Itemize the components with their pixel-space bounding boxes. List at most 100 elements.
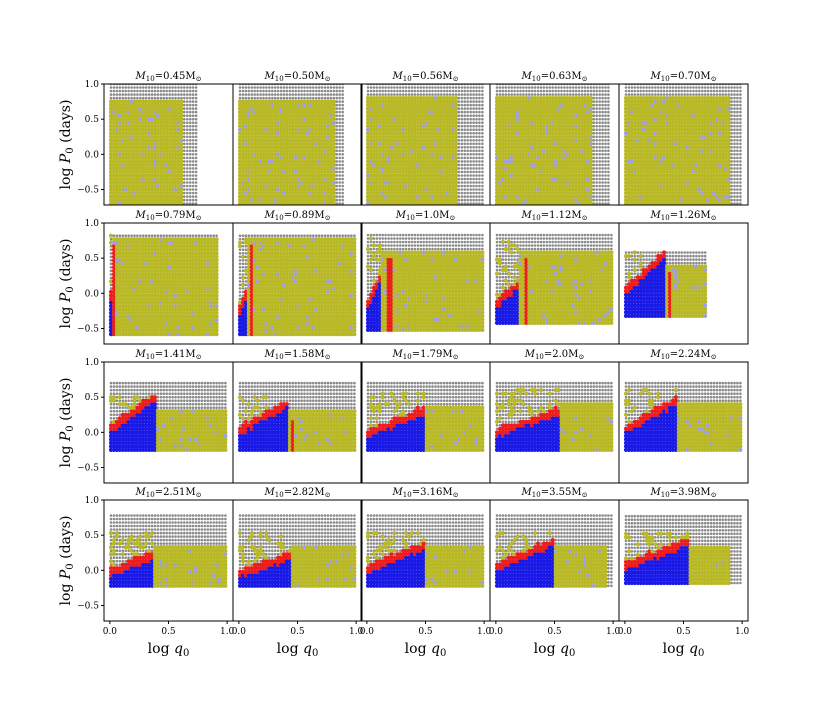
model-point	[296, 106, 301, 111]
model-point	[533, 86, 537, 89]
model-point	[412, 176, 417, 182]
model-point	[409, 131, 415, 136]
model-point	[422, 93, 426, 96]
model-point	[176, 190, 181, 196]
model-point	[565, 127, 570, 132]
model-point	[188, 163, 192, 167]
model-point	[311, 99, 316, 104]
model-point	[418, 120, 423, 125]
model-point	[415, 162, 420, 167]
model-point	[264, 145, 269, 150]
model-point	[252, 138, 257, 143]
model-point	[194, 110, 198, 114]
model-point	[553, 138, 558, 143]
model-point	[430, 113, 435, 118]
model-point	[574, 141, 579, 146]
model-point	[547, 117, 552, 122]
model-point	[176, 99, 181, 104]
model-point	[158, 138, 163, 143]
model-point	[111, 152, 117, 157]
model-point	[392, 155, 397, 160]
model-point	[311, 194, 316, 199]
model-point	[294, 93, 298, 96]
model-point	[141, 169, 146, 174]
model-point	[173, 110, 178, 115]
model-point	[132, 138, 137, 143]
model-point	[588, 110, 594, 115]
model-point	[167, 183, 172, 189]
model-point	[117, 145, 122, 150]
model-point	[252, 180, 257, 185]
model-point	[132, 176, 137, 182]
model-point	[524, 103, 529, 108]
model-point	[123, 124, 128, 129]
model-point	[443, 89, 446, 93]
model-point	[515, 162, 520, 167]
model-point	[167, 113, 172, 118]
model-point	[186, 86, 189, 89]
model-point	[453, 106, 459, 111]
model-point	[512, 120, 517, 125]
model-point	[314, 148, 319, 153]
model-point	[497, 141, 503, 146]
model-point	[383, 106, 388, 111]
model-point	[568, 134, 573, 139]
model-point	[521, 190, 526, 196]
model-point	[509, 113, 514, 118]
model-point	[335, 177, 339, 181]
model-point	[547, 120, 552, 125]
model-point	[553, 134, 558, 139]
model-point	[592, 86, 596, 89]
model-point	[386, 187, 391, 192]
model-point	[410, 86, 414, 89]
model-point	[580, 166, 585, 171]
model-point	[418, 162, 423, 167]
model-point	[401, 152, 406, 157]
model-point	[267, 173, 272, 178]
model-point	[377, 141, 382, 146]
model-point	[147, 159, 152, 164]
model-point	[398, 148, 403, 153]
model-point	[445, 176, 450, 182]
model-point	[338, 177, 342, 181]
model-point	[341, 188, 345, 191]
model-point	[276, 124, 281, 129]
model-point	[413, 86, 417, 89]
model-point	[544, 183, 550, 189]
model-point	[453, 96, 459, 101]
model-point	[314, 99, 319, 104]
model-point	[439, 120, 444, 125]
model-point	[252, 117, 257, 122]
model-point	[290, 194, 295, 199]
model-point	[126, 103, 131, 108]
model-point	[150, 103, 155, 108]
model-point	[311, 138, 316, 143]
model-point	[237, 162, 243, 167]
model-point	[424, 169, 429, 174]
model-point	[494, 155, 500, 160]
model-point	[281, 166, 287, 171]
model-point	[595, 121, 598, 124]
model-point	[478, 191, 481, 195]
model-point	[290, 148, 295, 153]
model-point	[389, 110, 394, 115]
model-point	[521, 106, 526, 111]
model-point	[430, 173, 435, 178]
model-point	[528, 89, 531, 93]
model-point	[577, 145, 582, 150]
model-point	[135, 134, 140, 139]
model-point	[328, 173, 333, 178]
model-point	[509, 198, 514, 203]
model-point	[296, 166, 301, 171]
model-point	[463, 103, 467, 107]
model-point	[170, 166, 175, 171]
model-point	[518, 180, 523, 185]
model-point	[445, 183, 450, 189]
model-point	[287, 113, 292, 118]
model-point	[374, 155, 379, 160]
model-point	[436, 141, 441, 146]
model-point	[440, 86, 443, 89]
model-point	[194, 146, 198, 149]
model-point	[114, 155, 119, 160]
model-point	[538, 152, 544, 157]
